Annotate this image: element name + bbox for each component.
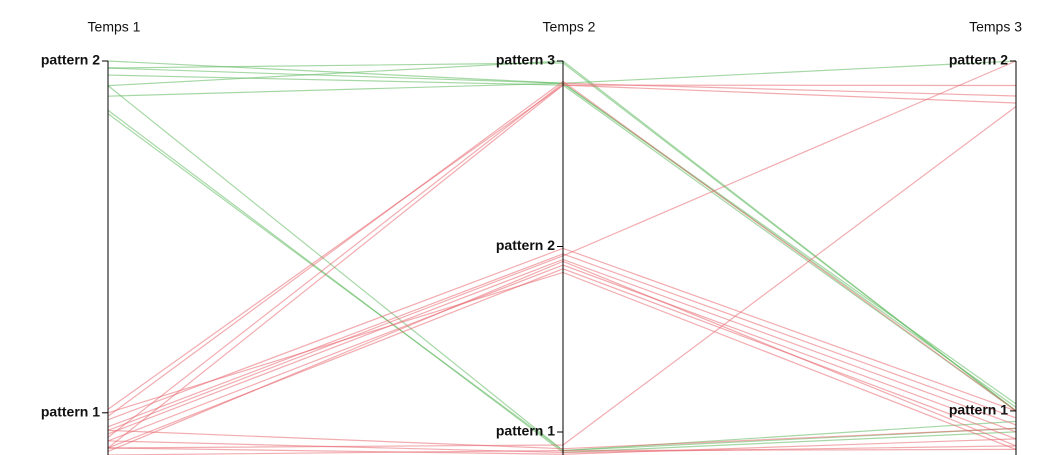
- axis-title: Temps 1: [88, 19, 141, 35]
- series-line: [107, 60, 1017, 405]
- tick-label: pattern 1: [496, 423, 555, 439]
- series-line: [107, 84, 1017, 410]
- tick-label: pattern 3: [496, 52, 555, 68]
- tick-label: pattern 1: [41, 403, 100, 419]
- tick-label: pattern 2: [949, 52, 1008, 68]
- series-line: [107, 264, 1017, 442]
- tick-label: pattern 2: [41, 52, 100, 68]
- series-line: [107, 74, 1017, 412]
- series-line: [107, 62, 1017, 412]
- tick-label: pattern 1: [949, 402, 1008, 418]
- series-line: [107, 253, 1017, 428]
- series-line: [107, 60, 1017, 412]
- tick-label: pattern 2: [496, 237, 555, 253]
- series-line: [107, 260, 1017, 453]
- series-line: [107, 268, 1017, 449]
- series-line: [107, 271, 1017, 450]
- series-line: [107, 258, 1017, 435]
- series-line: [107, 84, 1017, 449]
- series-line: [107, 109, 1017, 454]
- axis-title: Temps 3: [969, 19, 1022, 35]
- axis-title: Temps 2: [543, 19, 596, 35]
- series-line: [107, 113, 1017, 452]
